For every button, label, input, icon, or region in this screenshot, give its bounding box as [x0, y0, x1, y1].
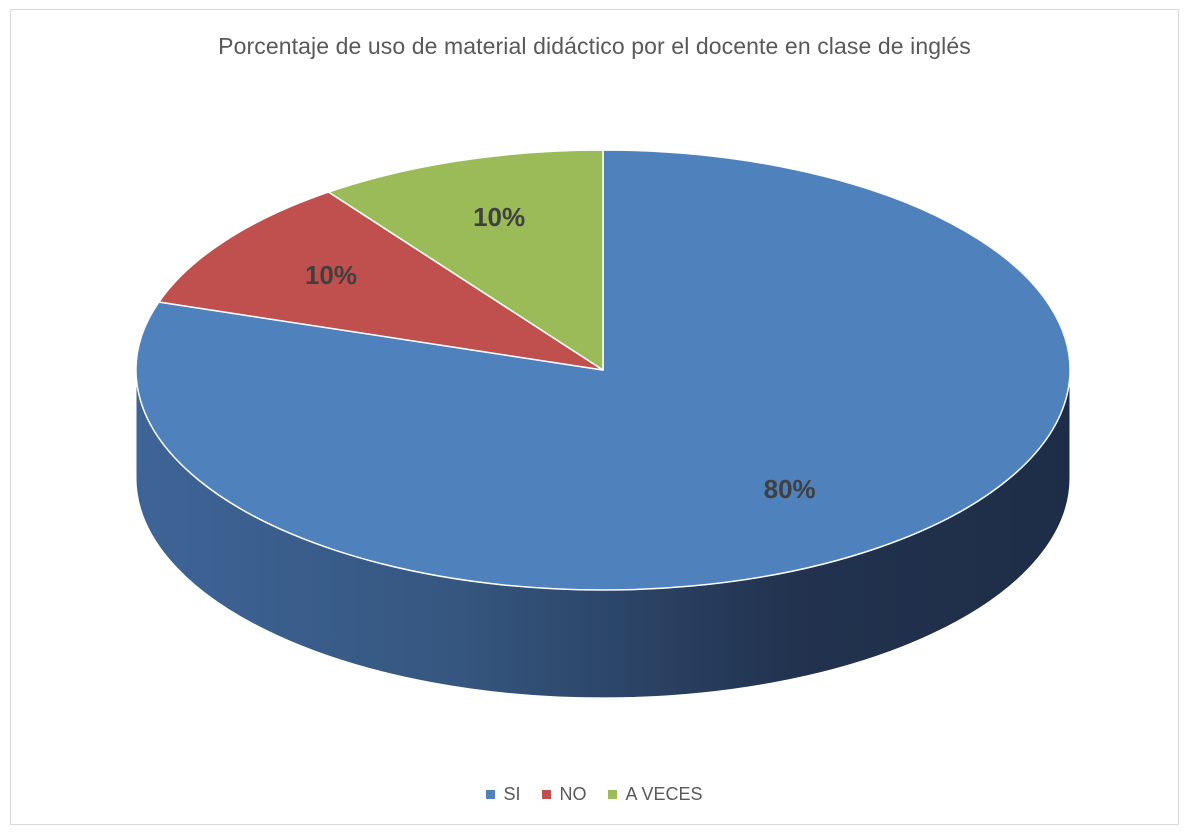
- legend-swatch-no: [542, 790, 552, 799]
- data-label-si: 80%: [764, 474, 816, 504]
- chart-legend: SI NO A VECES: [0, 784, 1189, 805]
- pie-slice-a-veces: [327, 149, 604, 371]
- legend-swatch-a-veces: [608, 790, 618, 799]
- data-label-a-veces: 10%: [473, 202, 525, 232]
- chart-title: Porcentaje de uso de material didáctico …: [218, 33, 971, 59]
- legend-label-a-veces: A VECES: [625, 784, 703, 804]
- legend-swatch-si: [486, 790, 496, 799]
- legend-label-no: NO: [559, 784, 587, 804]
- data-label-no: 10%: [305, 260, 357, 290]
- legend-item-a-veces: A VECES: [608, 784, 703, 805]
- legend-label-si: SI: [503, 784, 521, 804]
- legend-item-no: NO: [542, 784, 586, 805]
- pie-slice-no: [158, 191, 604, 371]
- legend-item-si: SI: [486, 784, 520, 805]
